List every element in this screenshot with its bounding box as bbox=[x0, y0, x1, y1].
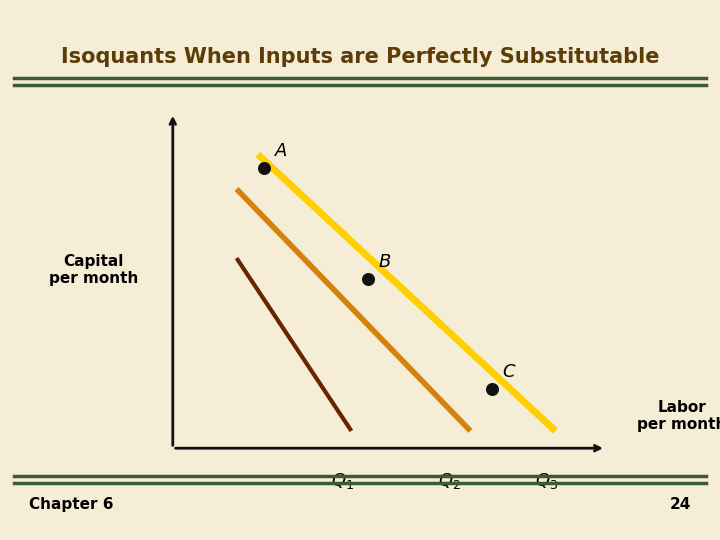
Text: C: C bbox=[503, 363, 515, 381]
Text: $Q_1$: $Q_1$ bbox=[331, 471, 354, 491]
Text: Capital
per month: Capital per month bbox=[49, 254, 138, 286]
Text: $Q_2$: $Q_2$ bbox=[438, 471, 461, 491]
Text: 24: 24 bbox=[670, 497, 691, 512]
Point bbox=[258, 164, 270, 173]
Point bbox=[363, 274, 374, 283]
Text: Isoquants When Inputs are Perfectly Substitutable: Isoquants When Inputs are Perfectly Subs… bbox=[60, 46, 660, 67]
Point bbox=[486, 385, 498, 394]
Text: Labor
per month: Labor per month bbox=[637, 400, 720, 432]
Text: Chapter 6: Chapter 6 bbox=[29, 497, 113, 512]
Text: B: B bbox=[379, 253, 392, 271]
Text: A: A bbox=[275, 142, 287, 160]
Text: $Q_3$: $Q_3$ bbox=[536, 471, 559, 491]
